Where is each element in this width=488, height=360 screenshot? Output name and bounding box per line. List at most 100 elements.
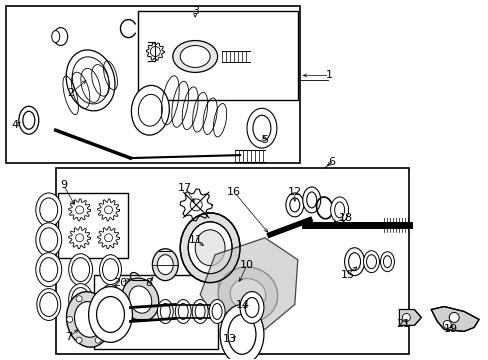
- Text: 5: 5: [261, 135, 268, 145]
- Ellipse shape: [366, 255, 376, 269]
- Ellipse shape: [102, 259, 118, 280]
- Ellipse shape: [40, 293, 58, 316]
- Ellipse shape: [227, 315, 255, 354]
- Ellipse shape: [383, 256, 390, 268]
- Ellipse shape: [131, 85, 169, 135]
- Ellipse shape: [36, 253, 61, 287]
- Ellipse shape: [157, 300, 173, 323]
- Text: 15: 15: [340, 270, 354, 280]
- Ellipse shape: [100, 255, 121, 285]
- Ellipse shape: [380, 252, 394, 272]
- Ellipse shape: [334, 202, 344, 218]
- Text: 9: 9: [60, 180, 67, 190]
- Ellipse shape: [37, 289, 61, 320]
- Ellipse shape: [40, 258, 58, 282]
- Ellipse shape: [192, 300, 208, 323]
- Ellipse shape: [252, 115, 270, 141]
- Ellipse shape: [68, 254, 92, 285]
- Ellipse shape: [402, 314, 409, 321]
- Ellipse shape: [160, 303, 170, 319]
- Ellipse shape: [152, 249, 178, 280]
- Ellipse shape: [188, 222, 232, 274]
- Ellipse shape: [68, 284, 92, 315]
- Polygon shape: [399, 310, 421, 325]
- Ellipse shape: [72, 258, 89, 282]
- Ellipse shape: [104, 316, 110, 323]
- Ellipse shape: [220, 305, 264, 360]
- Ellipse shape: [72, 57, 109, 104]
- Ellipse shape: [36, 193, 61, 227]
- Ellipse shape: [442, 320, 450, 328]
- Ellipse shape: [66, 50, 115, 111]
- Ellipse shape: [172, 41, 217, 72]
- Ellipse shape: [212, 303, 222, 319]
- Ellipse shape: [100, 285, 121, 315]
- Ellipse shape: [104, 234, 112, 242]
- Text: 1: 1: [325, 71, 332, 80]
- Ellipse shape: [54, 28, 67, 45]
- Ellipse shape: [23, 111, 35, 129]
- Ellipse shape: [72, 288, 89, 311]
- Ellipse shape: [244, 298, 259, 318]
- Ellipse shape: [448, 312, 458, 323]
- Ellipse shape: [66, 316, 73, 323]
- Ellipse shape: [122, 278, 159, 321]
- Ellipse shape: [102, 289, 118, 310]
- Ellipse shape: [95, 296, 101, 302]
- Ellipse shape: [76, 337, 82, 343]
- Ellipse shape: [330, 197, 348, 223]
- Text: 18: 18: [338, 213, 352, 223]
- Ellipse shape: [19, 106, 39, 134]
- Ellipse shape: [302, 187, 320, 213]
- Bar: [138, 11, 297, 100]
- Bar: [58, 193, 128, 258]
- Ellipse shape: [40, 228, 58, 252]
- Polygon shape: [200, 238, 297, 329]
- Text: 12: 12: [287, 187, 301, 197]
- Bar: [56, 168, 408, 354]
- Text: 4: 4: [11, 120, 19, 130]
- Text: 16: 16: [226, 187, 241, 197]
- Ellipse shape: [180, 45, 210, 67]
- Polygon shape: [430, 306, 478, 332]
- Ellipse shape: [209, 300, 224, 323]
- Ellipse shape: [218, 267, 277, 322]
- Ellipse shape: [96, 297, 124, 332]
- Ellipse shape: [363, 251, 379, 273]
- Text: 14: 14: [236, 300, 249, 310]
- Ellipse shape: [129, 286, 151, 313]
- Text: 8: 8: [144, 278, 152, 288]
- Ellipse shape: [289, 198, 299, 212]
- Ellipse shape: [52, 31, 60, 42]
- Ellipse shape: [104, 206, 112, 214]
- Ellipse shape: [285, 193, 303, 217]
- Bar: [6, 6, 299, 163]
- Ellipse shape: [195, 230, 224, 266]
- Text: 2: 2: [67, 88, 74, 98]
- Ellipse shape: [240, 292, 264, 323]
- Ellipse shape: [138, 94, 162, 126]
- Bar: [93, 275, 218, 349]
- Ellipse shape: [76, 206, 83, 214]
- Text: 19: 19: [443, 324, 457, 334]
- Ellipse shape: [195, 303, 205, 319]
- Ellipse shape: [76, 234, 83, 242]
- Text: 20: 20: [113, 278, 127, 288]
- Text: 11: 11: [189, 235, 203, 245]
- Ellipse shape: [230, 279, 265, 311]
- Ellipse shape: [344, 248, 364, 276]
- Ellipse shape: [348, 253, 360, 271]
- Ellipse shape: [88, 287, 132, 342]
- Text: 6: 6: [327, 157, 334, 167]
- Ellipse shape: [95, 337, 101, 343]
- Ellipse shape: [66, 292, 110, 347]
- Text: 10: 10: [240, 260, 253, 270]
- Ellipse shape: [36, 223, 61, 257]
- Ellipse shape: [175, 300, 191, 323]
- Ellipse shape: [150, 46, 160, 57]
- Text: 21: 21: [395, 319, 409, 329]
- Text: 17: 17: [178, 183, 192, 193]
- Ellipse shape: [246, 108, 276, 148]
- Ellipse shape: [178, 303, 188, 319]
- Ellipse shape: [74, 302, 102, 337]
